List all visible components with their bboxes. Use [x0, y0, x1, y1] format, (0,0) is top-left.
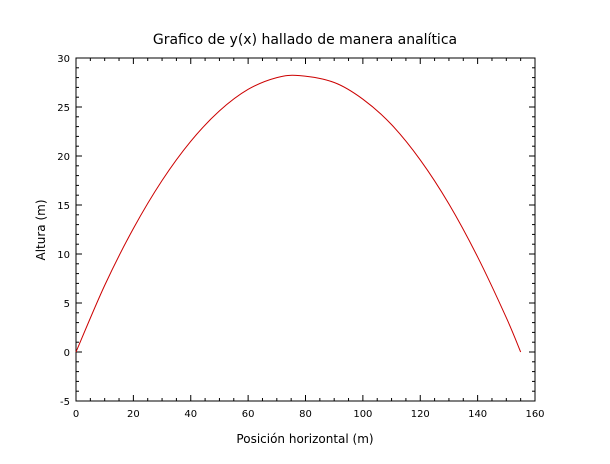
x-tick-label: 80 [299, 409, 312, 420]
x-tick-label: 40 [184, 409, 197, 420]
x-tick-label: 0 [73, 409, 79, 420]
y-tick-label: 15 [57, 201, 70, 212]
x-tick-label: 140 [468, 409, 487, 420]
series-line [75, 74, 522, 353]
y-axis-label: Altura (m) [34, 199, 48, 260]
x-axis-label: Posición horizontal (m) [236, 432, 373, 446]
chart-title: Grafico de y(x) hallado de manera analít… [153, 32, 457, 48]
y-tick-label: -5 [60, 397, 70, 408]
x-tick-label: 60 [242, 409, 255, 420]
y-tick-label: 20 [57, 152, 70, 163]
y-tick-label: 10 [57, 250, 70, 261]
x-tick-label: 100 [353, 409, 372, 420]
x-tick-label: 160 [525, 409, 544, 420]
y-tick-label: 5 [64, 299, 70, 310]
y-tick-label: 25 [57, 103, 70, 114]
x-tick-label: 120 [411, 409, 430, 420]
y-tick-label: 30 [57, 54, 70, 65]
x-tick-label: 20 [127, 409, 140, 420]
y-tick-label: 0 [64, 348, 70, 359]
plot-frame [75, 57, 536, 402]
